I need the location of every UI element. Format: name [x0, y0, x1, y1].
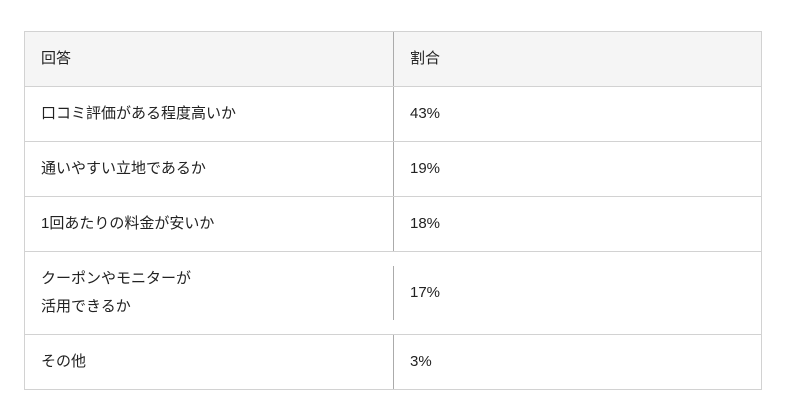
survey-results-table: 回答 割合 口コミ評価がある程度高いか 43% 通いやすい立地であるか 19% … [24, 31, 762, 390]
table-row: クーポンやモニターが 活用できるか 17% [25, 251, 761, 334]
answer-cell: その他 [41, 353, 87, 370]
header-cell-answer: 回答 [41, 50, 72, 67]
header-cell-ratio: 割合 [393, 32, 761, 86]
answer-cell: 口コミ評価がある程度高いか [41, 105, 237, 122]
ratio-cell: 43% [393, 87, 761, 141]
answer-cell: 1回あたりの料金が安いか [41, 215, 215, 232]
ratio-cell: 18% [393, 197, 761, 251]
table-row: 口コミ評価がある程度高いか 43% [25, 86, 761, 141]
table-row: その他 3% [25, 334, 761, 389]
table-header-row: 回答 割合 [25, 32, 761, 86]
ratio-cell: 3% [393, 335, 761, 389]
answer-cell: 通いやすい立地であるか [41, 160, 206, 177]
table-row: 1回あたりの料金が安いか 18% [25, 196, 761, 251]
table-row: 通いやすい立地であるか 19% [25, 141, 761, 196]
ratio-cell: 19% [393, 142, 761, 196]
answer-cell: クーポンやモニターが 活用できるか [41, 270, 192, 315]
ratio-cell: 17% [393, 266, 761, 320]
